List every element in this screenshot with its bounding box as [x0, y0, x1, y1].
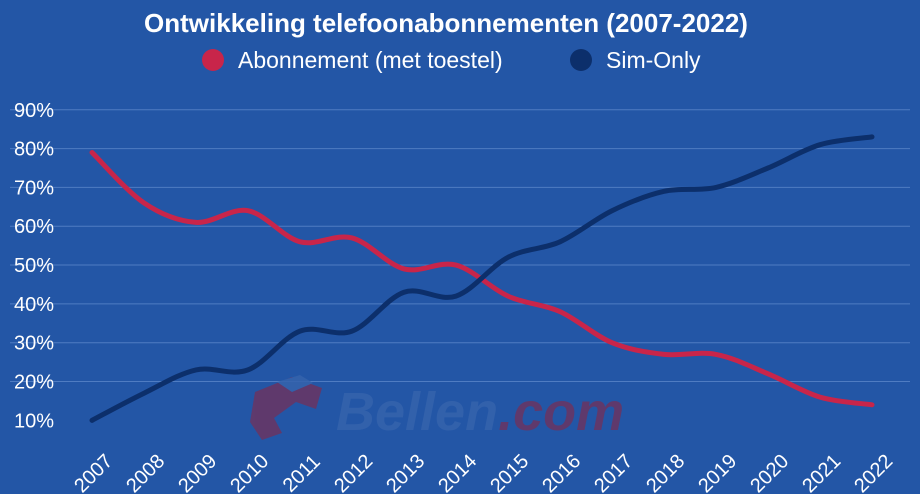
x-axis-ticks: 2007 2008 2009 2010 2011 2012 2013 2014 2015 2016… — [70, 450, 897, 494]
x-tick-label: 2012 — [330, 450, 377, 494]
y-tick-label: 50% — [14, 255, 54, 277]
x-tick-label: 2010 — [226, 450, 273, 494]
svg-text:Bellen.com: Bellen.com — [336, 382, 624, 442]
y-tick-label: 60% — [14, 216, 54, 238]
y-tick-label: 10% — [14, 410, 54, 432]
watermark-logo: Bellen.com — [250, 375, 624, 442]
legend-label-abonnement: Abonnement (met toestel) — [238, 47, 503, 73]
y-tick-label: 40% — [14, 294, 54, 316]
x-tick-label: 2019 — [694, 450, 741, 494]
x-tick-label: 2015 — [486, 450, 533, 494]
y-tick-label: 70% — [14, 177, 54, 199]
x-tick-label: 2016 — [538, 450, 585, 494]
watermark-text-main: Bellen — [336, 382, 498, 442]
grid-lines — [10, 109, 910, 383]
y-tick-label: 90% — [14, 100, 54, 122]
x-tick-label: 2013 — [382, 450, 429, 494]
legend-label-sim-only: Sim-Only — [606, 47, 701, 73]
legend-marker-abonnement — [202, 49, 224, 71]
legend-marker-sim-only — [570, 49, 592, 71]
x-tick-label: 2022 — [850, 450, 897, 494]
watermark-phone-icon — [250, 375, 322, 440]
x-tick-label: 2020 — [746, 450, 793, 494]
y-axis-ticks: 10% 20% 30% 40% 50% 60% 70% 80% 90% — [14, 100, 54, 433]
watermark-text-suffix: .com — [498, 382, 624, 442]
x-tick-label: 2007 — [70, 450, 117, 494]
x-tick-label: 2014 — [434, 450, 481, 494]
x-tick-label: 2011 — [279, 451, 325, 494]
series-line-sim-only — [89, 134, 875, 423]
y-tick-label: 80% — [14, 139, 54, 161]
x-tick-label: 2021 — [798, 450, 845, 494]
y-tick-label: 20% — [14, 372, 54, 394]
x-tick-label: 2008 — [122, 450, 169, 494]
chart-title: Ontwikkeling telefoonabonnementen (2007-… — [144, 8, 748, 38]
x-tick-label: 2017 — [590, 450, 637, 494]
series-layer — [89, 134, 875, 423]
x-tick-label: 2009 — [174, 450, 221, 494]
x-tick-label: 2018 — [642, 450, 689, 494]
y-tick-label: 30% — [14, 333, 54, 355]
chart-legend: Abonnement (met toestel) Sim-Only — [202, 47, 701, 73]
series-line-abonnement — [89, 149, 875, 408]
